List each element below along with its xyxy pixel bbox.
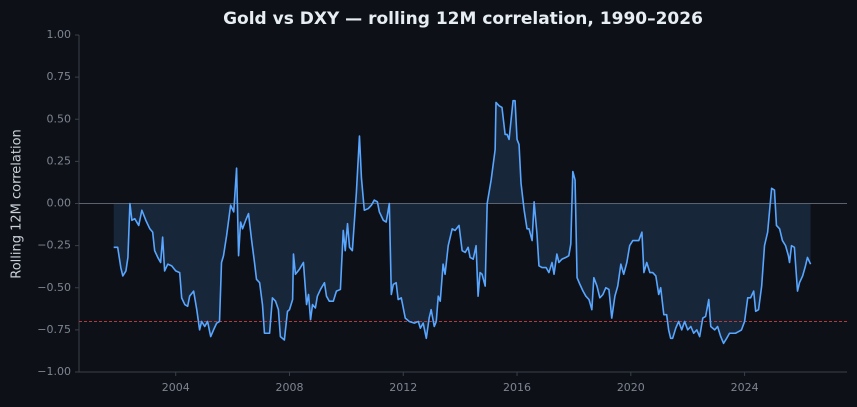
chart-title: Gold vs DXY — rolling 12M correlation, 1… — [223, 9, 703, 29]
x-tick-label: 2012 — [389, 381, 417, 394]
y-tick-label: −1.00 — [37, 365, 71, 378]
x-tick-label: 2020 — [617, 381, 645, 394]
series-line — [113, 99, 812, 345]
x-tick-label: 2008 — [275, 381, 303, 394]
x-tick-label: 2016 — [503, 381, 531, 394]
x-tick-label: 2024 — [731, 381, 759, 394]
y-tick-label: 0.50 — [47, 112, 72, 125]
y-tick-label: 1.00 — [47, 28, 72, 41]
y-axis-label: Rolling 12M correlation — [10, 129, 25, 279]
y-tick-label: −0.25 — [37, 239, 71, 252]
area-fill — [113, 100, 811, 344]
y-tick-label: −0.50 — [37, 281, 71, 294]
x-tick-label: 2004 — [162, 381, 190, 394]
y-tick-label: 0.75 — [47, 70, 72, 83]
y-tick-label: 0.00 — [47, 197, 72, 210]
y-tick-label: −0.75 — [37, 323, 71, 336]
y-tick-label: 0.25 — [47, 154, 72, 167]
